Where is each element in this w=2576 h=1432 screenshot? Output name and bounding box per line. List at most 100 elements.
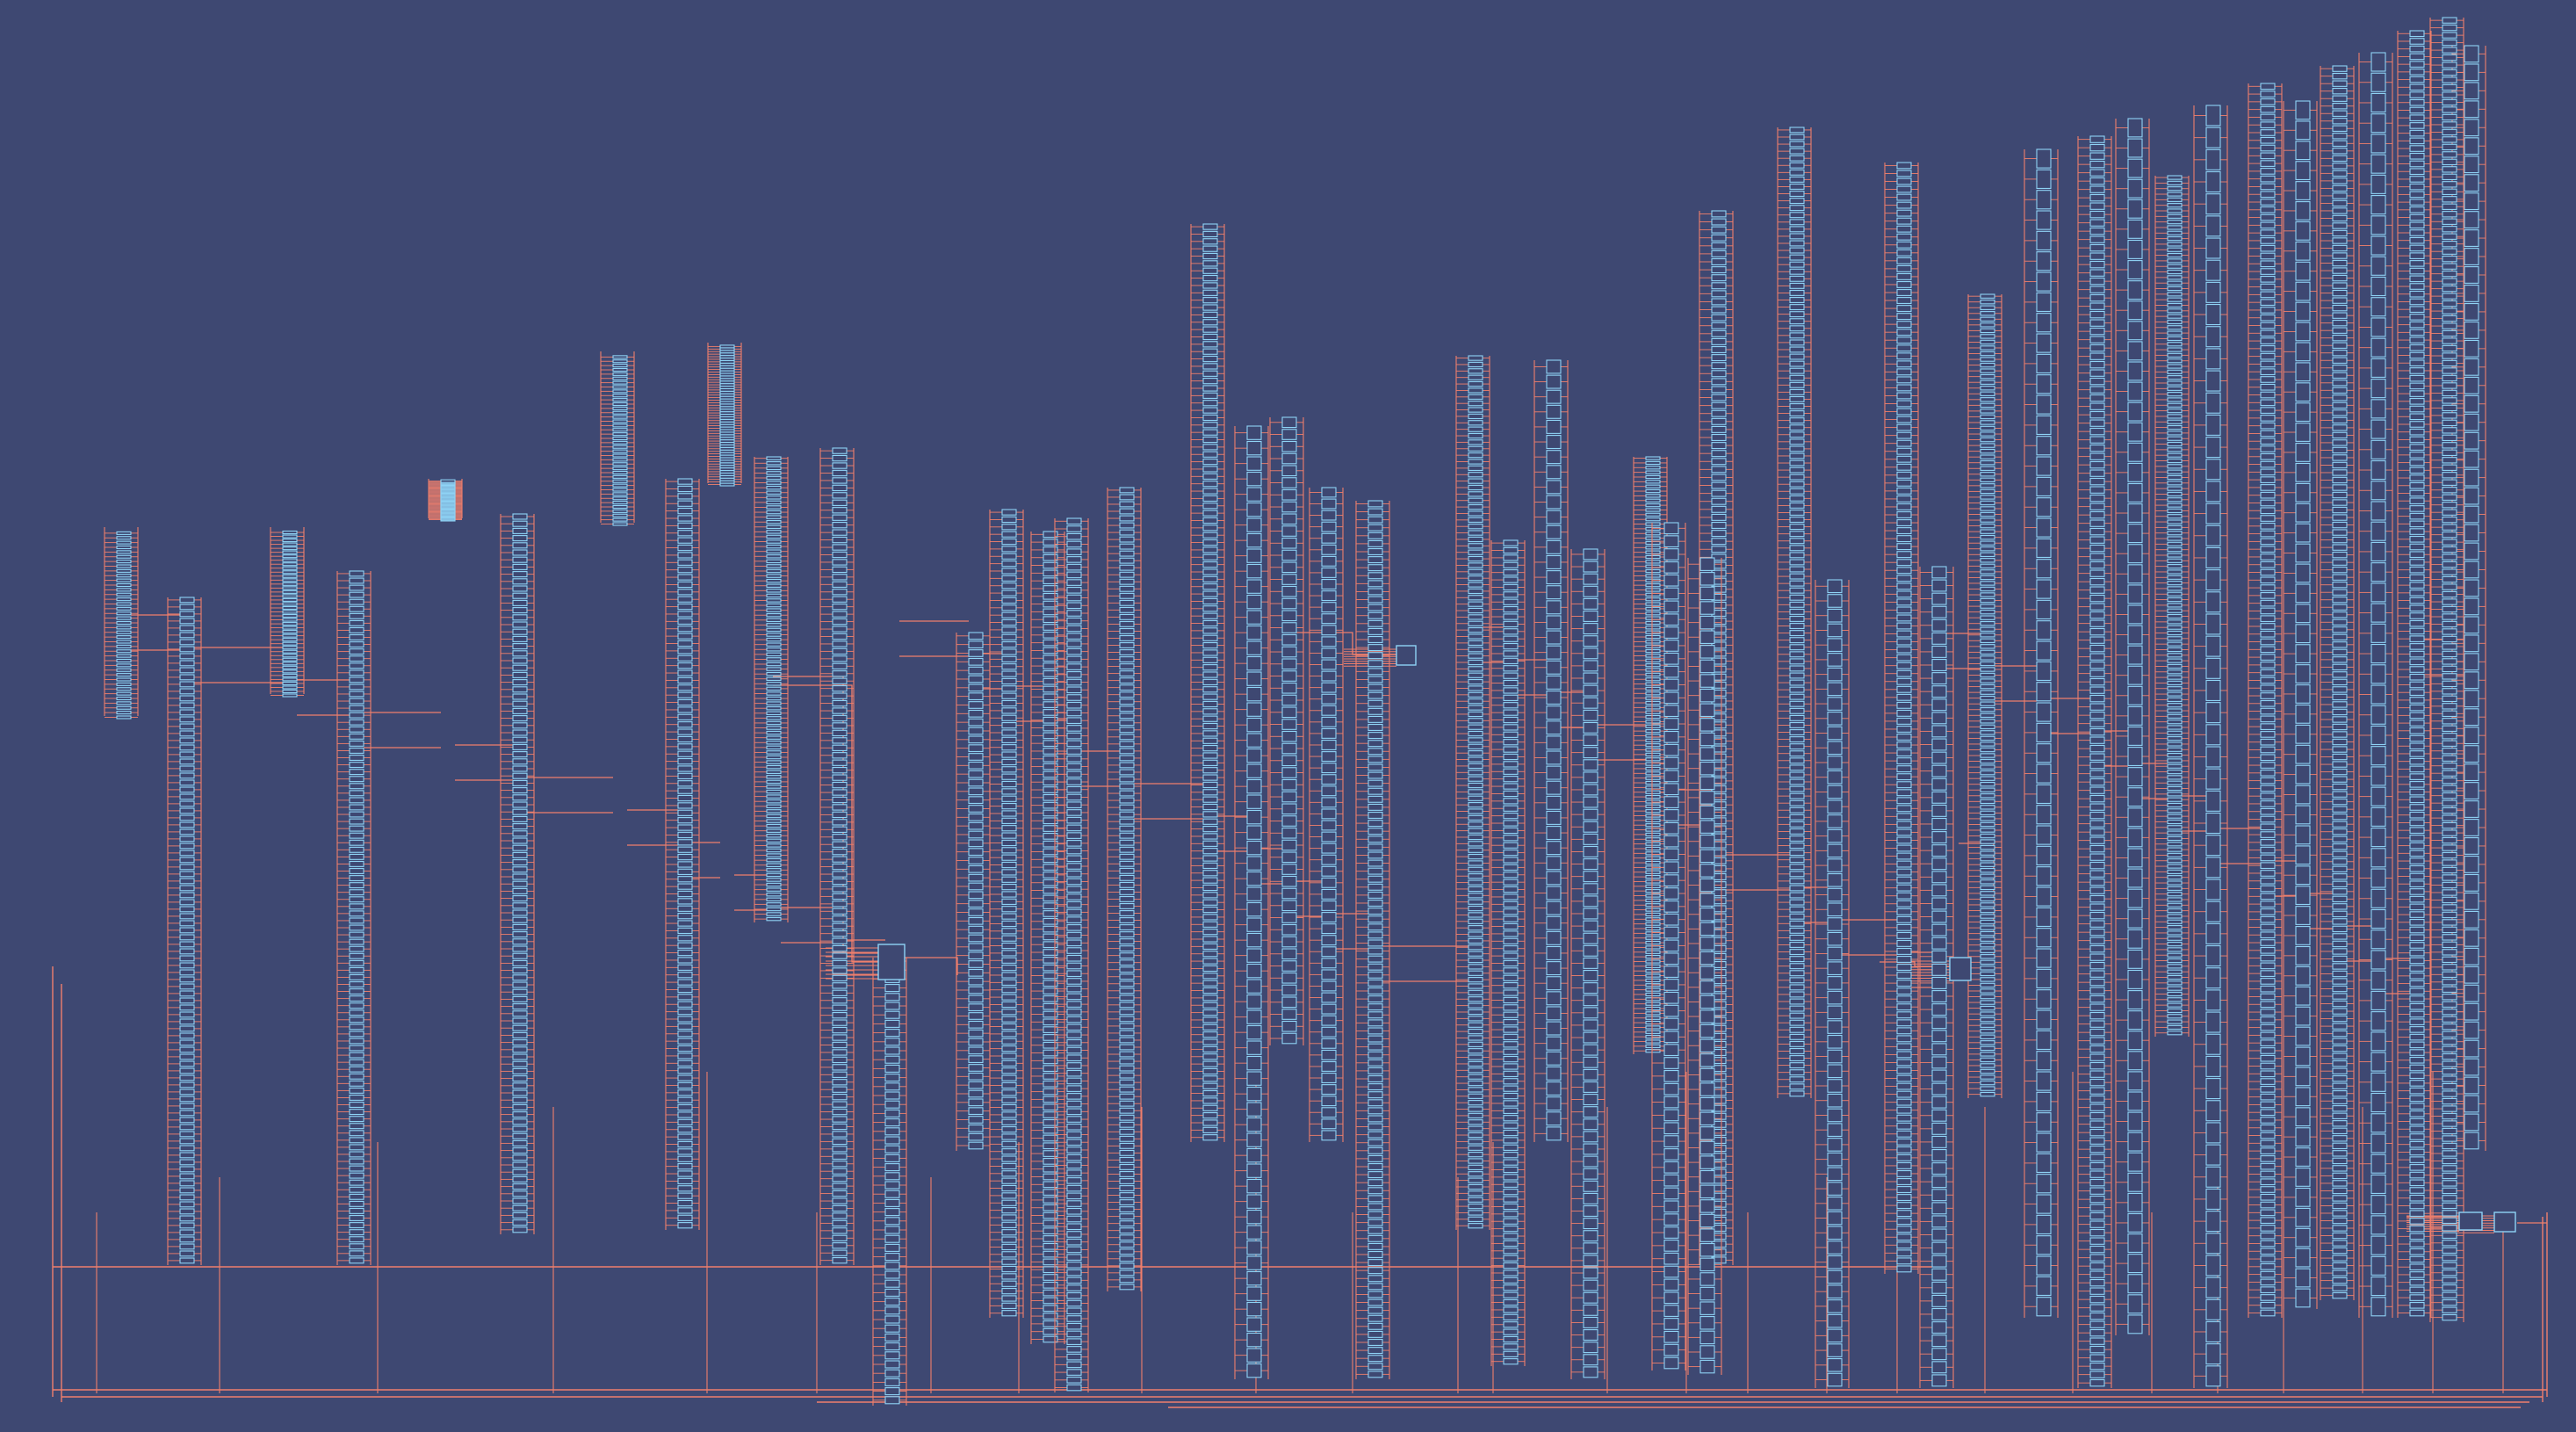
logic-cell[interactable] [1202,634,1218,641]
logic-cell[interactable] [1043,561,1058,569]
logic-cell[interactable] [1119,508,1135,515]
logic-cell[interactable] [1066,886,1082,893]
logic-cell[interactable] [1202,510,1218,517]
logic-cell[interactable] [1246,686,1262,702]
logic-cell[interactable] [179,737,195,744]
logic-cell[interactable] [832,841,848,848]
logic-cell[interactable] [512,679,528,686]
logic-cell[interactable] [832,454,848,462]
logic-cell[interactable] [116,564,132,568]
logic-cell[interactable] [512,1190,528,1197]
logic-cell[interactable] [512,873,528,880]
logic-cell[interactable] [1202,481,1218,488]
logic-cell[interactable] [179,1166,195,1173]
logic-cell[interactable] [1066,763,1082,770]
logic-cell[interactable] [512,614,528,621]
logic-cell[interactable] [832,662,848,669]
logic-cell[interactable] [832,1071,848,1078]
logic-cell[interactable] [832,1034,848,1041]
logic-cell[interactable] [1202,385,1218,392]
logic-cell[interactable] [349,1236,364,1243]
logic-cell[interactable] [1202,297,1218,304]
logic-cell[interactable] [116,582,132,588]
logic-cell[interactable] [1001,1133,1017,1140]
logic-cell[interactable] [179,1088,195,1096]
logic-cell[interactable] [179,716,195,723]
logic-cell[interactable] [766,612,782,618]
logic-cell[interactable] [1001,714,1017,721]
logic-cell[interactable] [968,709,984,718]
logic-cell[interactable] [1202,392,1218,399]
logic-cell[interactable] [179,758,195,765]
logic-cell[interactable] [512,1118,528,1125]
logic-cell[interactable] [1202,722,1218,730]
logic-cell[interactable] [1119,924,1135,931]
logic-cell[interactable] [1119,938,1135,945]
logic-cell[interactable] [1202,641,1218,649]
logic-cell[interactable] [1246,748,1262,763]
logic-cell[interactable] [1066,1246,1082,1254]
logic-cell[interactable] [884,1315,900,1324]
logic-cell[interactable] [968,1081,984,1089]
logic-cell[interactable] [1119,1093,1135,1100]
logic-cell[interactable] [512,736,528,743]
logic-cell[interactable] [832,529,848,536]
logic-cell[interactable] [677,1089,693,1096]
logic-cell[interactable] [677,691,693,698]
logic-cell[interactable] [349,648,364,655]
logic-cell[interactable] [1202,987,1218,994]
logic-cell[interactable] [766,814,782,819]
logic-cell[interactable] [1043,1126,1058,1134]
logic-cell[interactable] [766,647,782,652]
logic-cell[interactable] [1246,717,1262,733]
logic-cell[interactable] [968,968,984,977]
logic-cell[interactable] [1202,965,1218,973]
logic-cell[interactable] [512,1154,528,1161]
logic-cell[interactable] [968,1124,984,1132]
logic-cell[interactable] [612,496,628,501]
logic-cell[interactable] [1001,531,1017,538]
logic-cell[interactable] [968,1020,984,1029]
logic-cell[interactable] [1043,546,1058,553]
logic-cell[interactable] [179,1081,195,1088]
logic-cell[interactable] [512,808,528,815]
logic-cell[interactable] [1066,1069,1082,1077]
logic-cell[interactable] [1119,1100,1135,1107]
logic-cell[interactable] [766,671,782,676]
logic-cell[interactable] [1281,561,1297,574]
logic-cell[interactable] [677,552,693,559]
logic-cell[interactable] [677,846,693,853]
logic-cell[interactable] [1043,600,1058,608]
logic-cell[interactable] [1246,994,1262,1009]
logic-cell[interactable] [1202,825,1218,833]
logic-cell[interactable] [884,1324,900,1333]
logic-cell[interactable] [832,819,848,826]
logic-cell[interactable] [832,1056,848,1064]
logic-cell[interactable] [612,394,628,398]
logic-cell[interactable] [1246,1225,1262,1240]
logic-cell[interactable] [968,864,984,873]
logic-cell[interactable] [1119,1262,1135,1269]
logic-cell[interactable] [1202,311,1218,319]
logic-cell[interactable] [1119,494,1135,501]
logic-cell[interactable] [179,1159,195,1166]
logic-cell[interactable] [766,819,782,823]
logic-cell[interactable] [349,1165,364,1172]
logic-cell[interactable] [832,900,848,908]
logic-cell[interactable] [884,1369,900,1378]
logic-cell[interactable] [349,1038,364,1045]
logic-cell[interactable] [677,1185,693,1192]
logic-cell[interactable] [1119,677,1135,684]
logic-cell[interactable] [1281,585,1297,597]
logic-cell[interactable] [1119,1277,1135,1284]
logic-cell[interactable] [677,611,693,618]
logic-cell[interactable] [968,1089,984,1098]
logic-cell[interactable] [1001,1038,1017,1045]
logic-cell[interactable] [1281,767,1297,778]
logic-cell[interactable] [1281,742,1297,755]
logic-cell[interactable] [1119,811,1135,818]
logic-cell[interactable] [1066,893,1082,900]
logic-cell[interactable] [1119,620,1135,627]
logic-cell[interactable] [832,826,848,833]
logic-cell[interactable] [512,592,528,599]
